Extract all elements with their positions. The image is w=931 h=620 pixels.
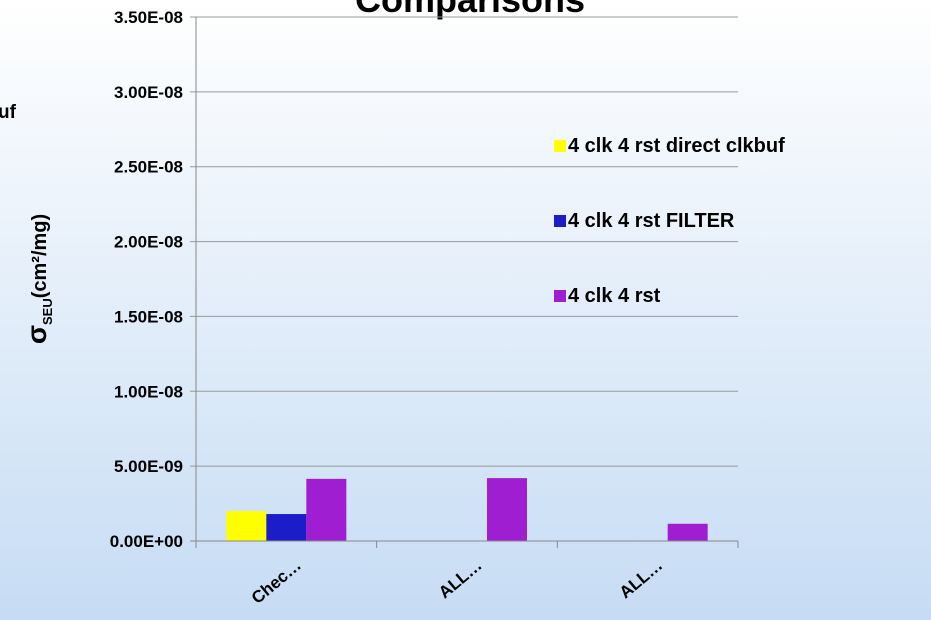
y-axis-label: σSEU(cm²/mg) [21,214,55,344]
y-tick-label: 2.00E-08 [114,233,183,252]
y-tick-label: 1.00E-08 [114,382,183,401]
legend-swatch [554,140,566,152]
chart-title: Comparisons [355,0,585,20]
bar [487,478,527,541]
legend-swatch [554,290,566,302]
y-label-rest: (cm²/mg) [29,214,51,298]
legend-label: 4 clk 4 rst FILTER [568,210,735,232]
y-label-sub: SEU [40,298,55,325]
y-label-main: σ [21,325,52,344]
y-tick-label: 1.50E-08 [114,307,183,326]
y-tick-label: 3.00E-08 [114,83,183,102]
legend-label: 4 clk 4 rst [568,285,661,307]
y-tick-label: 0.00E+00 [110,532,183,551]
bar [266,514,307,541]
y-tick-label: 3.50E-08 [114,8,183,27]
annotation: uf [0,102,17,123]
bar [306,478,347,541]
bar [226,511,267,541]
bar [667,523,708,541]
y-tick-label: 2.50E-08 [114,158,183,177]
legend-swatch [554,215,566,227]
y-tick-label: 5.00E-09 [114,457,183,476]
legend-label: 4 clk 4 rst direct clkbuf [568,135,785,157]
